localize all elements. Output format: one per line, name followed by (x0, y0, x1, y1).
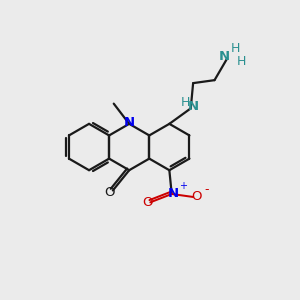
Text: +: + (179, 181, 187, 191)
Text: O: O (105, 186, 115, 199)
Text: H: H (181, 96, 190, 109)
Text: H: H (231, 42, 241, 55)
Text: O: O (142, 196, 153, 209)
Text: O: O (191, 190, 201, 203)
Text: N: N (218, 50, 230, 63)
Text: N: N (124, 116, 135, 129)
Text: N: N (188, 100, 199, 113)
Text: N: N (168, 187, 179, 200)
Text: -: - (204, 183, 209, 196)
Text: H: H (237, 55, 246, 68)
